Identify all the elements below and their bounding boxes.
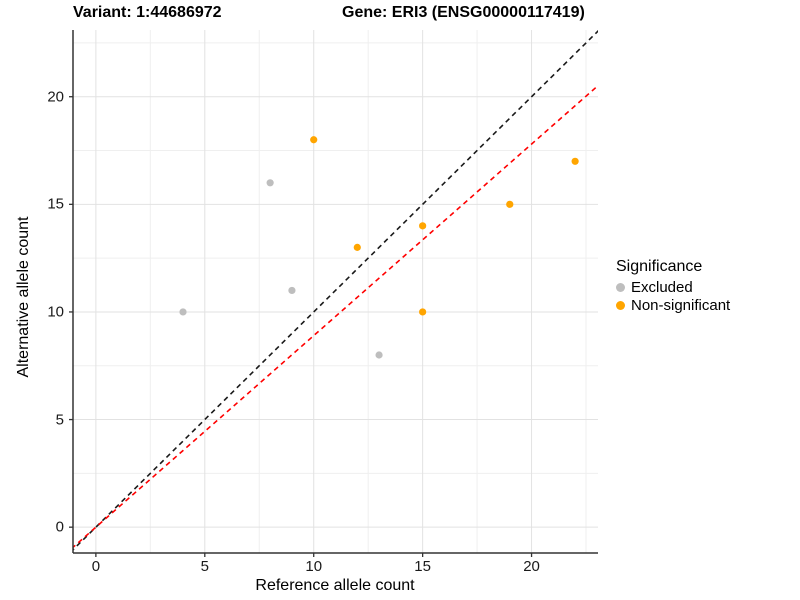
non-significant-point-icon [616, 300, 625, 310]
legend: Significance Excluded Non-significant [616, 258, 730, 314]
legend-title: Significance [616, 258, 703, 275]
legend-item-label: Excluded [631, 278, 693, 296]
data-point-excluded [375, 351, 383, 359]
x-tick-label: 0 [91, 558, 101, 575]
y-tick-label: 20 [47, 88, 64, 106]
x-tick-label: 10 [305, 558, 323, 575]
data-point-non-significant [353, 243, 361, 251]
excluded-point-icon [616, 282, 625, 292]
y-axis-label: Alternative allele count [15, 216, 32, 378]
data-point-non-significant [419, 308, 427, 316]
data-point-excluded [179, 308, 187, 316]
x-axis-label: Reference allele count [255, 577, 415, 594]
y-tick-label: 10 [47, 303, 64, 321]
data-point-non-significant [310, 136, 318, 144]
legend-item-label: Non-significant [631, 296, 731, 314]
x-tick-label: 5 [200, 558, 209, 575]
plot-title-gene: Gene: ERI3 (ENSG00000117419) [342, 4, 585, 21]
y-tick-label: 15 [47, 195, 64, 213]
x-tick-label: 20 [523, 558, 540, 575]
ratio-line [73, 84, 598, 549]
legend-item-non-significant: Non-significant [616, 296, 730, 314]
data-point-excluded [288, 286, 296, 295]
plot-title-variant: Variant: 1:44686972 [73, 4, 222, 21]
data-point-non-significant [419, 222, 427, 230]
legend-item-excluded: Excluded [616, 278, 730, 296]
data-point-non-significant [506, 200, 514, 208]
identity-line [73, 30, 598, 551]
y-tick-label: 0 [55, 518, 64, 536]
x-tick-label: 15 [414, 558, 431, 575]
y-tick-label: 5 [55, 411, 64, 429]
data-point-excluded [266, 179, 274, 187]
data-point-non-significant [571, 157, 579, 165]
